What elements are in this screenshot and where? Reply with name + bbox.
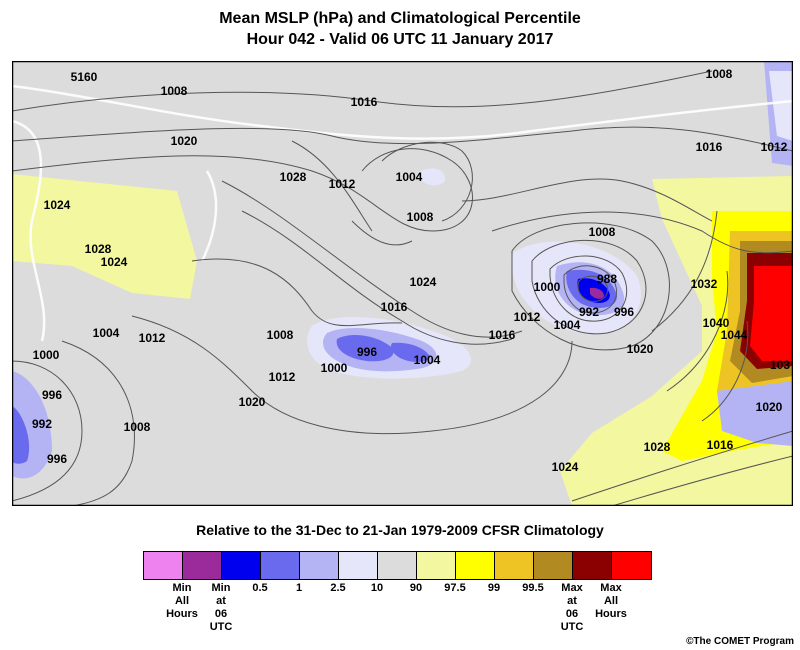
map-label-3: 1016 [351, 95, 378, 109]
map-label-39: 1020 [239, 395, 266, 409]
map-label-44: 1016 [489, 328, 516, 342]
colorbar-label: 10 [370, 582, 384, 594]
colorbar-swatch [300, 552, 339, 579]
colorbar-swatch [495, 552, 534, 579]
colorbar-label: Min at 06 UTC [209, 582, 233, 633]
map-valid-time: Hour 042 - Valid 06 UTC 11 January 2017 [246, 31, 554, 48]
map-label-19: 992 [32, 417, 52, 431]
map-label-13: 1028 [85, 242, 112, 256]
colorbar-swatch [612, 552, 651, 579]
percentile-shading [12, 61, 793, 506]
map-label-33: 1012 [514, 310, 541, 324]
map-label-1: 5160 [71, 70, 98, 84]
map-label-45: 1008 [589, 225, 616, 239]
map-label-5: 1028 [280, 170, 307, 184]
colorbar-label: 99 [487, 582, 501, 594]
map-label-8: 1008 [407, 210, 434, 224]
colorbar-label: 97.5 [444, 582, 466, 594]
map-title: Mean MSLP (hPa) and Climatological Perce… [219, 10, 581, 27]
map-label-42: 1028 [644, 440, 671, 454]
colorbar-swatch [573, 552, 612, 579]
map-label-17: 1000 [33, 348, 60, 362]
map-label-27: 1024 [410, 275, 437, 289]
map-label-18: 996 [42, 388, 62, 402]
colorbar-swatch [534, 552, 573, 579]
climatology-caption: Relative to the 31-Dec to 21-Jan 1979-20… [196, 522, 604, 538]
map-label-40: 1020 [756, 400, 783, 414]
colorbar-label: 90 [409, 582, 423, 594]
map-label-41: 1016 [707, 438, 734, 452]
colorbar-swatch [261, 552, 300, 579]
map-label-20: 996 [47, 452, 67, 466]
isobars [12, 70, 793, 506]
map-panel: 5160 1008 1016 1020 1028 1012 1004 1008 … [12, 61, 793, 506]
map-label-31: 992 [579, 305, 599, 319]
map-label-38: 1044 [721, 328, 748, 342]
colorbar-swatch [378, 552, 417, 579]
map-label-11: 1016 [696, 140, 723, 154]
map-label-34: 1004 [554, 318, 581, 332]
colorbar-swatch [456, 552, 495, 579]
map-label-9: 1024 [44, 198, 71, 212]
map-label-29: 1000 [534, 280, 561, 294]
percentile-colorbar [143, 551, 652, 580]
map-label-16: 1012 [139, 331, 166, 345]
map-label-22: 1008 [267, 328, 294, 342]
map-label-32: 996 [614, 305, 634, 319]
map-label-10: 1008 [706, 67, 733, 81]
colorbar-label: 0.5 [252, 582, 268, 594]
map-label-2: 1008 [161, 84, 188, 98]
colorbar-label: Max All Hours [595, 582, 627, 620]
colorbar-swatch [144, 552, 183, 579]
isobar-labels: 5160 1008 1016 1020 1028 1012 1004 1008 … [32, 67, 790, 474]
coastlines [12, 84, 793, 342]
colorbar-swatch [183, 552, 222, 579]
colorbar-label: 2.5 [330, 582, 346, 594]
credit-text: ©The COMET Program [686, 636, 794, 647]
map-label-26: 1012 [269, 370, 296, 384]
colorbar-swatch [339, 552, 378, 579]
map-label-28: 1016 [381, 300, 408, 314]
map-label-6: 1012 [329, 177, 356, 191]
map-label-14: 1024 [101, 255, 128, 269]
map-label-15: 1004 [93, 326, 120, 340]
map-label-12: 1012 [761, 140, 788, 154]
colorbar-label: 99.5 [522, 582, 544, 594]
map-label-30: 988 [597, 272, 617, 286]
colorbar-swatch [417, 552, 456, 579]
map-label-36: 1032 [691, 277, 718, 291]
colorbar-label: Max at 06 UTC [560, 582, 584, 633]
map-label-35: 1020 [627, 342, 654, 356]
colorbar-label: 1 [295, 582, 303, 594]
map-label-4: 1020 [171, 134, 198, 148]
map-label-43: 1024 [552, 460, 579, 474]
map-label-21: 1008 [124, 420, 151, 434]
map-label-46: 103 [770, 358, 790, 372]
map-label-24: 1004 [414, 353, 441, 367]
map-label-23: 996 [357, 345, 377, 359]
colorbar-label: Min All Hours [166, 582, 198, 620]
map-label-37: 1040 [703, 316, 730, 330]
colorbar-swatch [222, 552, 261, 579]
map-label-7: 1004 [396, 170, 423, 184]
map-label-25: 1000 [321, 361, 348, 375]
